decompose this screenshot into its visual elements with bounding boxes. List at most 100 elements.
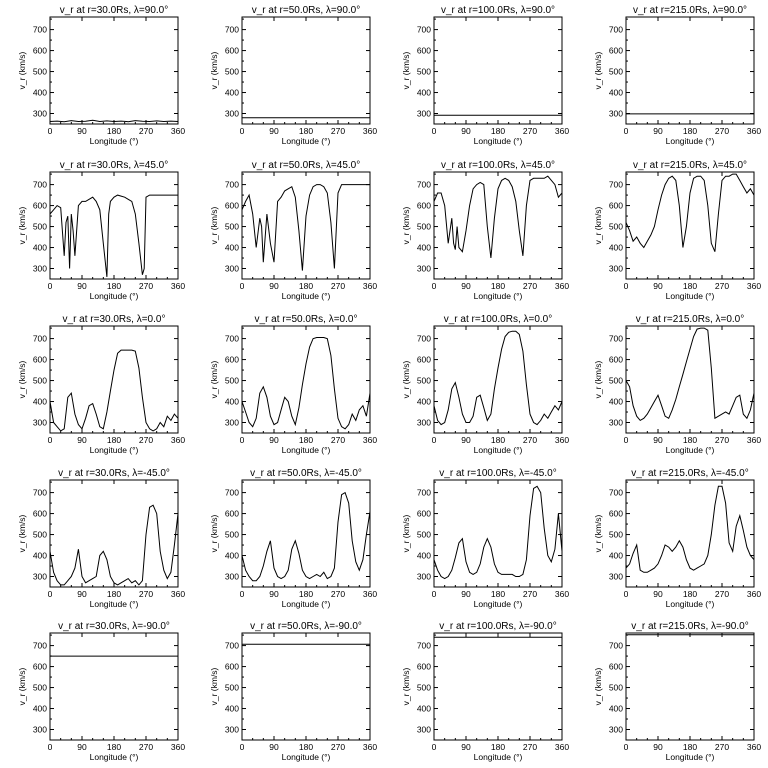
x-tick-label: 180 xyxy=(107,126,121,136)
plot-frame xyxy=(241,632,371,741)
y-tick-label: 700 xyxy=(417,641,431,651)
x-tick-label: 360 xyxy=(171,435,185,445)
y-axis-label: v_r (km/s) xyxy=(17,667,27,705)
y-tick-label: 500 xyxy=(417,376,431,386)
x-tick-label: 270 xyxy=(331,126,345,136)
x-axis-label: Longitude (°) xyxy=(474,599,523,609)
y-axis-label: v_r (km/s) xyxy=(401,514,411,552)
y-tick-label: 600 xyxy=(33,355,47,365)
x-axis-label: Longitude (°) xyxy=(90,445,139,455)
plot-frame xyxy=(49,325,179,434)
series-line xyxy=(241,184,370,271)
panel-9: v_r at r=30.0Rs, λ=0.0° 0 90 180 270 360 300 40… xyxy=(17,314,185,455)
x-axis-label: Longitude (°) xyxy=(90,752,139,762)
y-tick-label: 400 xyxy=(609,88,623,98)
x-tick-label: 360 xyxy=(171,589,185,599)
x-tick-label: 90 xyxy=(269,435,279,445)
y-tick-label: 500 xyxy=(33,67,47,77)
plot-frame xyxy=(49,632,179,741)
y-tick-label: 700 xyxy=(225,641,239,651)
y-tick-label: 500 xyxy=(225,222,239,232)
y-tick-label: 500 xyxy=(417,222,431,232)
x-tick-label: 360 xyxy=(363,589,377,599)
y-tick-label: 500 xyxy=(417,683,431,693)
x-tick-label: 90 xyxy=(269,742,279,752)
y-axis-label: v_r (km/s) xyxy=(593,514,603,552)
y-tick-label: 600 xyxy=(225,509,239,519)
x-axis-label: Longitude (°) xyxy=(90,599,139,609)
panel-14: v_r at r=50.0Rs, λ=-45.0° 0 90 180 270 360 300… xyxy=(209,468,377,609)
x-tick-label: 270 xyxy=(523,281,537,291)
panel-1: v_r at r=30.0Rs, λ=90.0° 0 90 180 270 360 300 4… xyxy=(17,5,185,146)
y-tick-label: 700 xyxy=(417,334,431,344)
y-tick-label: 500 xyxy=(609,683,623,693)
x-tick-label: 180 xyxy=(491,435,505,445)
y-tick-label: 700 xyxy=(225,488,239,498)
panel-title: v_r at r=50.0Rs, λ=-90.0° xyxy=(250,621,362,632)
y-tick-label: 400 xyxy=(609,704,623,714)
x-tick-label: 90 xyxy=(653,589,663,599)
y-tick-label: 500 xyxy=(609,376,623,386)
y-tick-label: 700 xyxy=(609,641,623,651)
plot-frame xyxy=(433,479,563,588)
panel-title: v_r at r=100.0Rs, λ=0.0° xyxy=(444,314,553,325)
y-tick-label: 400 xyxy=(609,397,623,407)
x-tick-label: 180 xyxy=(299,435,313,445)
x-tick-label: 270 xyxy=(331,742,345,752)
y-tick-label: 400 xyxy=(33,243,47,253)
x-tick-label: 0 xyxy=(48,126,53,136)
panel-title: v_r at r=30.0Rs, λ=90.0° xyxy=(60,5,169,16)
y-tick-label: 600 xyxy=(417,46,431,56)
x-tick-label: 360 xyxy=(363,742,377,752)
x-tick-label: 90 xyxy=(461,126,471,136)
panel-16: v_r at r=215.0Rs, λ=-45.0° 0 90 180 270 360 30… xyxy=(593,468,761,609)
series-line xyxy=(433,485,563,580)
x-axis-label: Longitude (°) xyxy=(666,291,715,301)
x-tick-label: 180 xyxy=(683,435,697,445)
series-line xyxy=(625,485,755,573)
x-tick-label: 360 xyxy=(747,435,761,445)
x-tick-label: 180 xyxy=(491,281,505,291)
panel-title: v_r at r=50.0Rs, λ=45.0° xyxy=(252,160,361,171)
x-tick-label: 0 xyxy=(624,742,629,752)
x-axis-label: Longitude (°) xyxy=(282,445,331,455)
y-tick-label: 600 xyxy=(609,355,623,365)
y-tick-label: 400 xyxy=(33,88,47,98)
x-axis-label: Longitude (°) xyxy=(474,445,523,455)
panel-15: v_r at r=100.0Rs, λ=-45.0° 0 90 180 270 360 30… xyxy=(401,468,569,609)
x-tick-label: 360 xyxy=(747,126,761,136)
y-tick-label: 700 xyxy=(609,334,623,344)
series-line xyxy=(625,173,755,252)
y-tick-label: 600 xyxy=(225,662,239,672)
y-tick-label: 600 xyxy=(609,509,623,519)
y-tick-label: 700 xyxy=(33,180,47,190)
y-tick-label: 400 xyxy=(417,704,431,714)
x-tick-label: 0 xyxy=(240,742,245,752)
x-tick-label: 0 xyxy=(240,281,245,291)
x-axis-label: Longitude (°) xyxy=(282,136,331,146)
y-tick-label: 700 xyxy=(225,25,239,35)
series-line xyxy=(49,349,179,432)
x-tick-label: 90 xyxy=(653,126,663,136)
y-tick-label: 700 xyxy=(417,488,431,498)
y-tick-label: 500 xyxy=(225,67,239,77)
y-tick-label: 600 xyxy=(609,662,623,672)
y-tick-label: 700 xyxy=(225,180,239,190)
y-tick-label: 300 xyxy=(609,109,623,119)
x-tick-label: 180 xyxy=(491,126,505,136)
y-tick-label: 500 xyxy=(609,222,623,232)
x-tick-label: 0 xyxy=(432,589,437,599)
panel-title: v_r at r=215.0Rs, λ=90.0° xyxy=(633,5,747,16)
y-tick-label: 400 xyxy=(33,704,47,714)
panel-title: v_r at r=215.0Rs, λ=-45.0° xyxy=(631,468,748,479)
y-tick-label: 300 xyxy=(417,725,431,735)
x-tick-label: 180 xyxy=(107,589,121,599)
y-axis-label: v_r (km/s) xyxy=(401,360,411,398)
x-tick-label: 180 xyxy=(491,742,505,752)
y-tick-label: 300 xyxy=(417,109,431,119)
x-tick-label: 270 xyxy=(715,281,729,291)
x-axis-label: Longitude (°) xyxy=(474,136,523,146)
y-tick-label: 300 xyxy=(609,418,623,428)
y-tick-label: 400 xyxy=(417,243,431,253)
panel-title: v_r at r=30.0Rs, λ=-90.0° xyxy=(58,621,170,632)
